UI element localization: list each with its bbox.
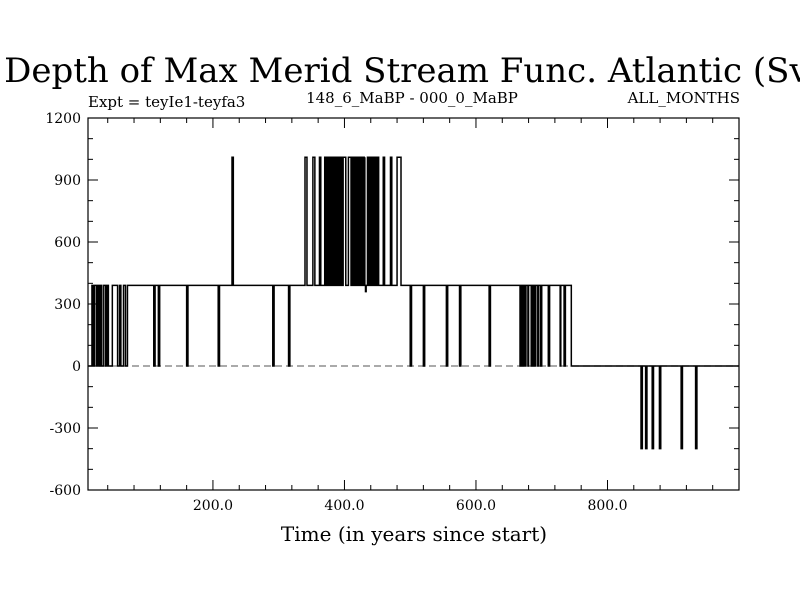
y-tick-label-2: 0 — [72, 359, 81, 375]
chart-title: Depth of Max Merid Stream Func. Atlantic… — [4, 51, 800, 91]
y-tick-label-1: -300 — [50, 421, 81, 437]
y-tick-label-3: 300 — [54, 297, 81, 313]
period-label: 148_6_MaBP - 000_0_MaBP — [306, 89, 518, 107]
expt-label: Expt = teyIe1-teyfa3 — [88, 93, 245, 111]
y-tick-label-4: 600 — [54, 235, 81, 251]
x-tick-label-2: 600.0 — [456, 498, 496, 514]
months-label: ALL_MONTHS — [627, 89, 740, 107]
x-axis: 200.0 400.0 600.0 800.0 — [107, 118, 714, 514]
plot-area: -600 -300 0 300 600 900 1200 200.0 400.0 600.0 80… — [45, 111, 740, 514]
x-tick-label-0: 200.0 — [193, 498, 233, 514]
y-tick-label-5: 900 — [54, 173, 81, 189]
x-axis-label: Time (in years since start) — [281, 522, 547, 546]
y-tick-label-0: -600 — [50, 483, 81, 499]
y-tick-label-6: 1200 — [45, 111, 81, 127]
x-tick-label-3: 800.0 — [587, 498, 627, 514]
x-tick-label-1: 400.0 — [324, 498, 364, 514]
series-line — [88, 156, 739, 450]
